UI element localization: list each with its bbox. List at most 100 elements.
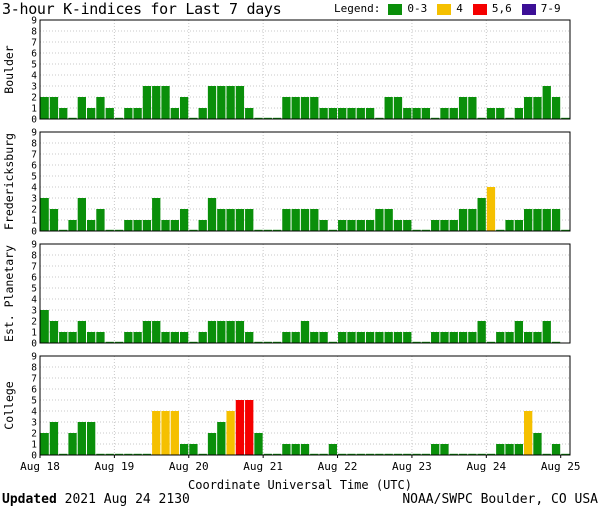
- y-tick-label: 4: [31, 407, 37, 418]
- bar: [124, 220, 133, 231]
- panel-label: Fredericksburg: [2, 133, 16, 230]
- bar: [431, 220, 440, 231]
- updated-value: 2021 Aug 24 2130: [64, 492, 190, 507]
- panel-label: Est. Planetary: [2, 245, 16, 342]
- y-tick-label: 5: [31, 172, 37, 183]
- bar: [561, 117, 570, 119]
- bar: [142, 453, 152, 455]
- bar: [207, 86, 217, 119]
- bar: [217, 321, 226, 343]
- bar: [86, 422, 96, 455]
- bar: [328, 108, 338, 119]
- bar: [542, 86, 551, 119]
- bar: [133, 220, 142, 231]
- panel-label: Boulder: [2, 45, 16, 94]
- bar: [124, 108, 133, 119]
- bar: [486, 108, 496, 119]
- bar: [477, 453, 486, 455]
- y-tick-label: 6: [31, 161, 37, 172]
- bar: [421, 341, 431, 343]
- bar: [40, 97, 49, 119]
- panel-frame: [39, 19, 571, 120]
- bar: [40, 198, 49, 231]
- bar: [189, 229, 198, 231]
- bar: [365, 332, 375, 343]
- bar: [68, 332, 77, 343]
- bar: [114, 453, 124, 455]
- bar: [431, 117, 440, 119]
- bar: [59, 332, 68, 343]
- bar: [133, 332, 142, 343]
- y-tick-label: 1: [31, 104, 37, 115]
- bar: [77, 422, 86, 455]
- bar: [96, 332, 105, 343]
- y-tick-label: 0: [31, 115, 37, 126]
- x-tick-label: Aug 25: [541, 460, 581, 473]
- bar: [393, 332, 403, 343]
- x-tick-label: Aug 19: [95, 460, 135, 473]
- bar: [449, 108, 458, 119]
- bar: [514, 444, 524, 455]
- bar: [477, 321, 486, 343]
- bar: [338, 108, 347, 119]
- y-tick-label: 2: [31, 429, 37, 440]
- y-tick-label: 6: [31, 273, 37, 284]
- y-tick-label: 8: [31, 139, 37, 150]
- bar: [449, 453, 458, 455]
- bar: [310, 332, 319, 343]
- bar: [133, 453, 142, 455]
- credit-text: NOAA/SWPC Boulder, CO USA: [402, 492, 598, 507]
- bar: [68, 220, 77, 231]
- bar: [310, 97, 319, 119]
- legend-swatch: [437, 3, 452, 15]
- bar: [59, 108, 68, 119]
- bar: [226, 86, 235, 119]
- legend-item-label: 5,6: [491, 2, 512, 15]
- bar: [152, 321, 161, 343]
- bar: [152, 86, 161, 119]
- bar: [142, 220, 152, 231]
- bar: [170, 220, 179, 231]
- bar: [421, 229, 431, 231]
- bar: [347, 453, 356, 455]
- panel-frame: [39, 355, 571, 456]
- bar: [533, 209, 542, 231]
- bar: [40, 310, 49, 343]
- bar: [496, 108, 505, 119]
- bar: [328, 229, 338, 231]
- y-tick-label: 3: [31, 82, 37, 93]
- y-tick-label: 4: [31, 183, 37, 194]
- bar: [272, 117, 282, 119]
- bar: [356, 108, 365, 119]
- bar: [105, 229, 114, 231]
- bar: [263, 117, 272, 119]
- bar: [477, 198, 486, 231]
- bar: [77, 97, 86, 119]
- bar: [254, 229, 263, 231]
- legend-item-label: 4: [456, 2, 463, 15]
- bar: [393, 453, 403, 455]
- bar: [86, 332, 96, 343]
- bar: [365, 453, 375, 455]
- bar: [431, 444, 440, 455]
- bar: [114, 341, 124, 343]
- y-tick-label: 7: [31, 262, 37, 273]
- legend-item-7-9: 7-9: [521, 2, 561, 16]
- bar: [486, 187, 496, 231]
- bar: [338, 220, 347, 231]
- panel-frame: [39, 131, 571, 232]
- y-tick-label: 7: [31, 374, 37, 385]
- panel-frame: [39, 243, 571, 344]
- bar: [403, 332, 412, 343]
- bar: [375, 117, 384, 119]
- bar: [551, 444, 561, 455]
- bar: [282, 97, 291, 119]
- bar: [384, 453, 393, 455]
- y-tick-label: 5: [31, 284, 37, 295]
- bar: [59, 229, 68, 231]
- bar: [384, 332, 393, 343]
- y-tick-label: 0: [31, 451, 37, 462]
- bar: [59, 453, 68, 455]
- bar: [291, 209, 300, 231]
- bar: [263, 341, 272, 343]
